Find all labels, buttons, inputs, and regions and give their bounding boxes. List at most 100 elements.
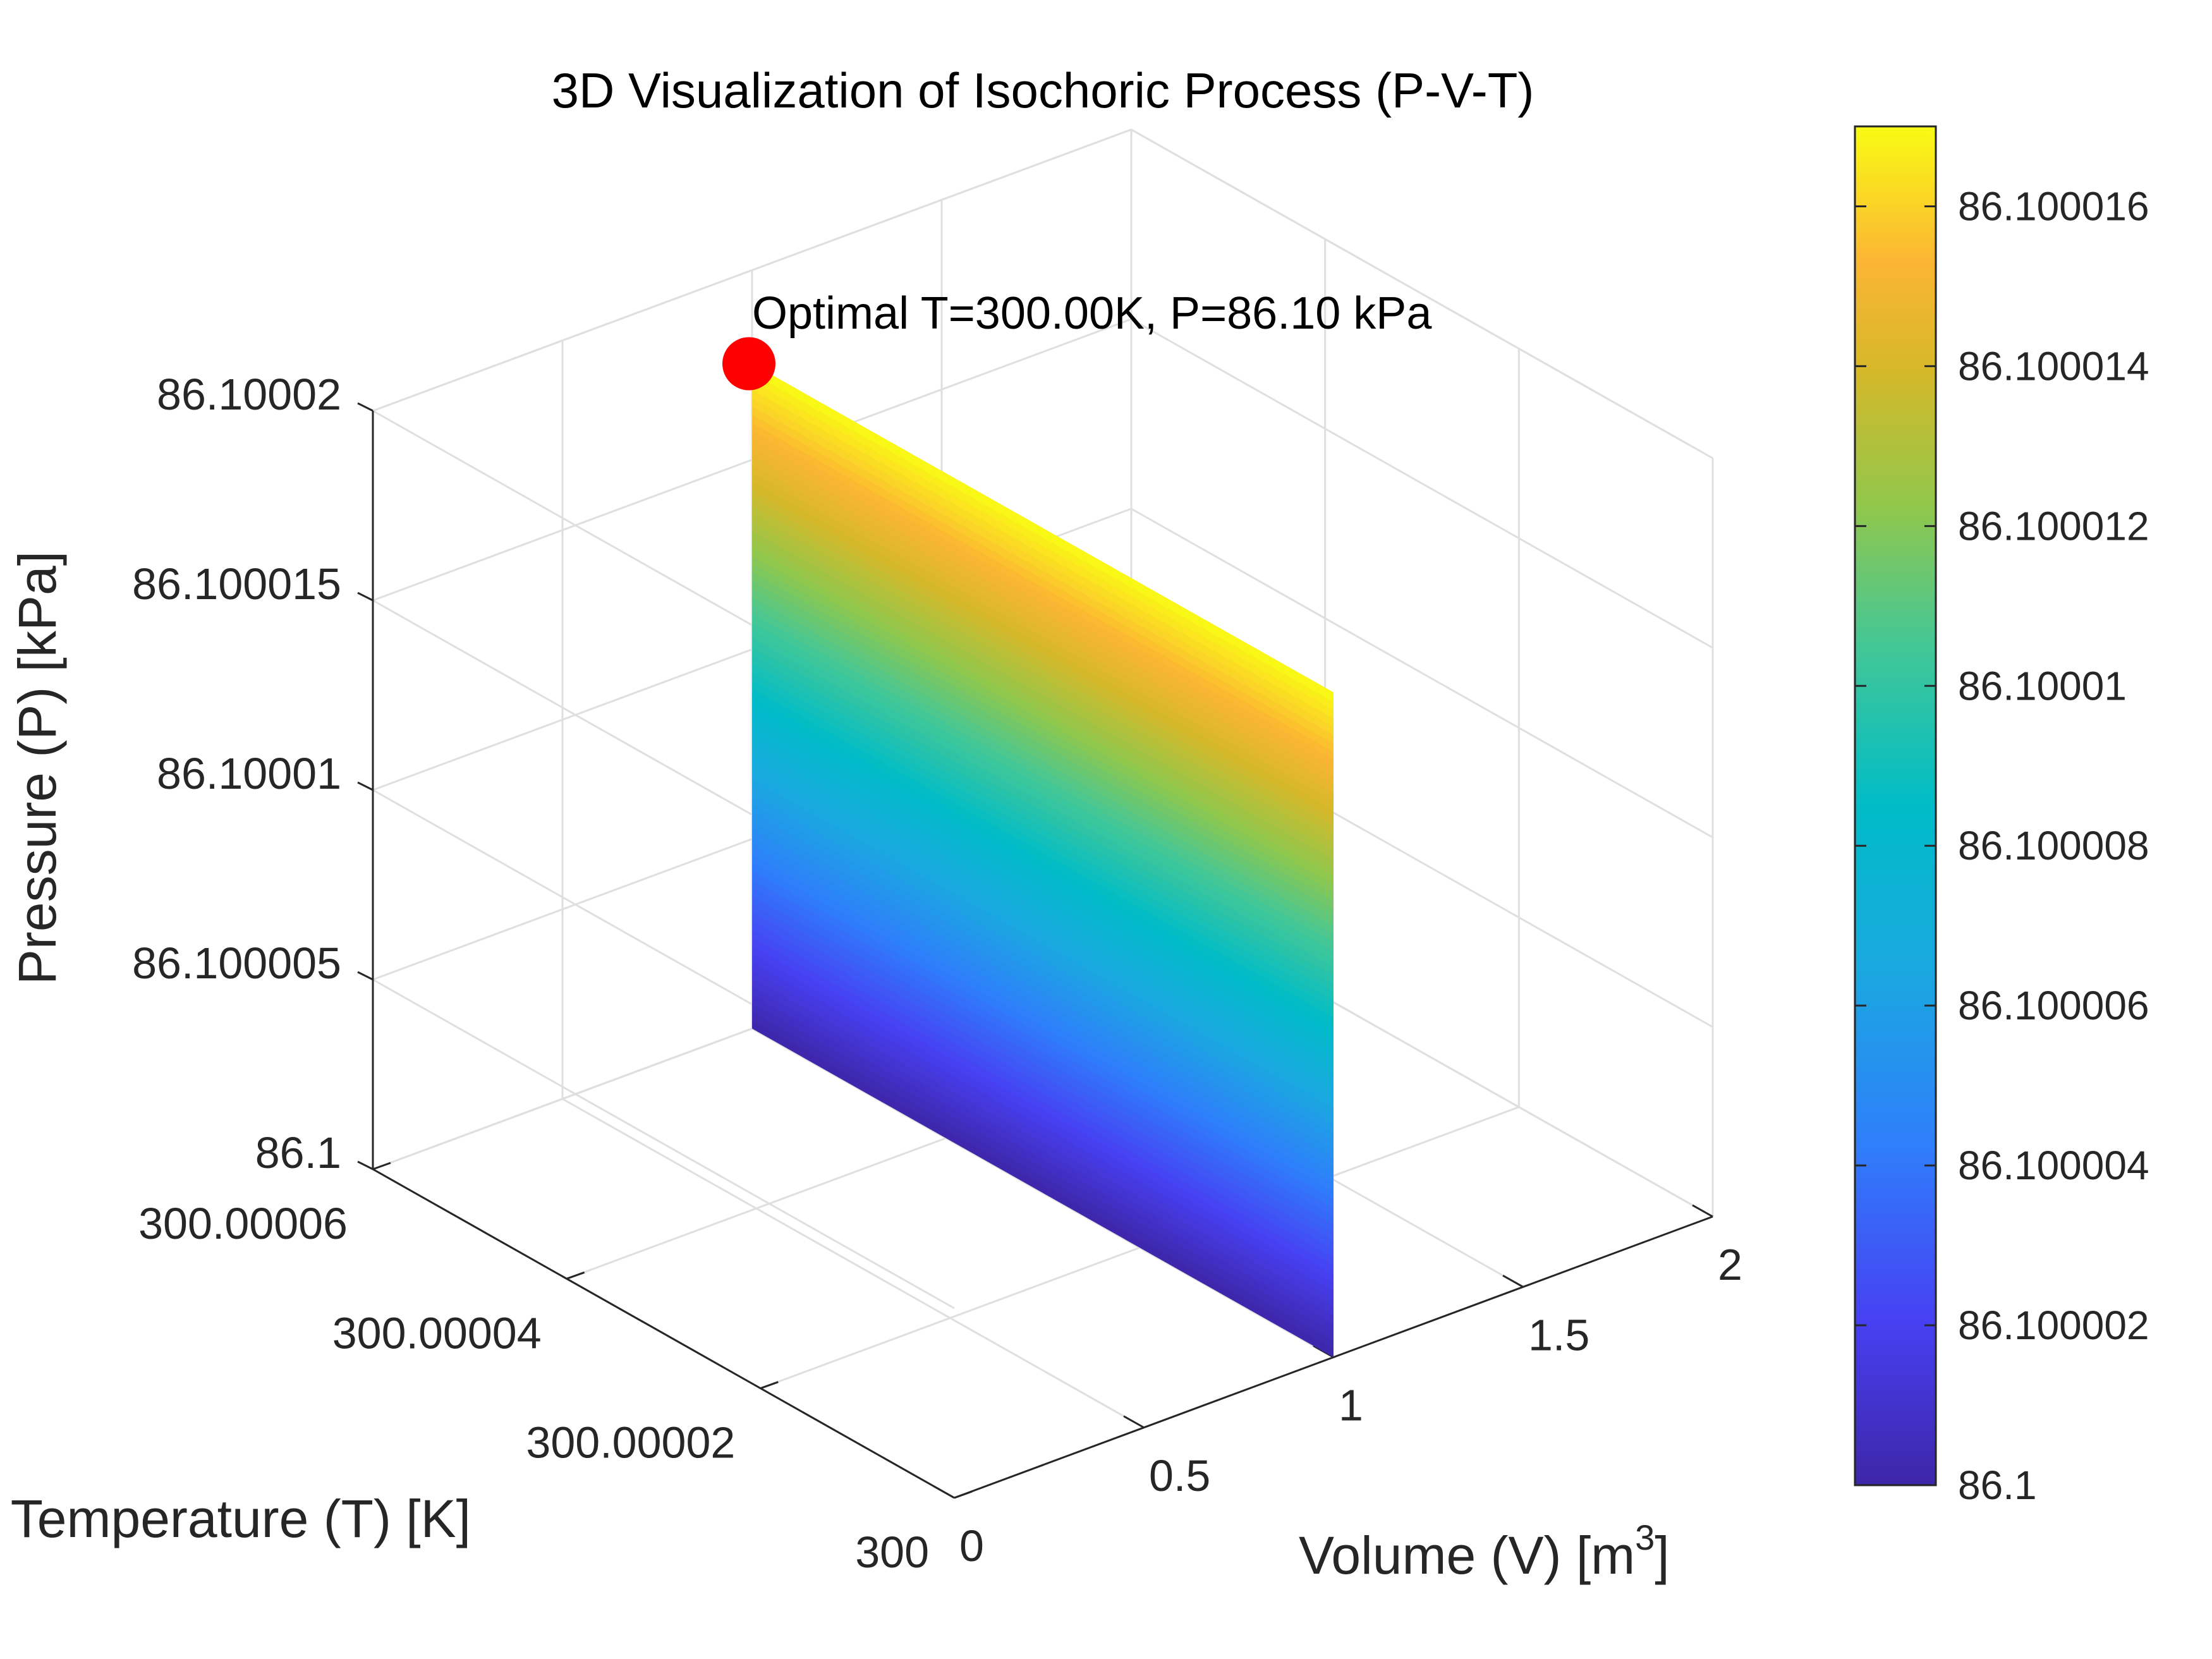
surface-strip [752, 811, 1334, 1150]
z-tick-label: 86.100005 [132, 939, 341, 988]
surface-strip [752, 878, 1334, 1217]
y-axis-label: Temperature (T) [K] [11, 1489, 471, 1548]
grid-line-z [1131, 128, 1713, 459]
x-tick-label: 2 [1718, 1240, 1742, 1289]
z-tick-mark [357, 592, 374, 602]
surface-strip [752, 430, 1334, 769]
surface-strip [752, 977, 1334, 1316]
surface-strip [752, 927, 1334, 1267]
surface-strip [752, 828, 1334, 1167]
colorbar-tick-label: 86.100006 [1958, 983, 2149, 1028]
x-tick-label: 0 [959, 1521, 984, 1571]
colorbar-ticks: 86.1 86.100002 86.100004 86.100006 86.100008… [1855, 183, 2149, 1508]
x-tick-mark [1313, 1345, 1334, 1358]
surface-strip [752, 794, 1334, 1134]
surface-strip [752, 480, 1334, 818]
surface-strip [752, 653, 1334, 992]
surface-strip [752, 687, 1334, 1026]
surface-strip [752, 720, 1334, 1059]
grid-line-z [1131, 507, 1713, 839]
surface-strip [752, 944, 1334, 1283]
y-tick-label: 300 [855, 1528, 929, 1577]
surface-strip [752, 496, 1334, 835]
x-axis-label: Volume (V) [m3] [1299, 1517, 1670, 1585]
surface-strip [752, 994, 1334, 1333]
surface-strip [752, 488, 1334, 827]
grid-line-z [1131, 318, 1713, 649]
y-tick-mark [372, 1162, 391, 1170]
surface-strip [752, 679, 1334, 1018]
z-tick-label: 86.100015 [132, 559, 341, 609]
colorbar-tick-label: 86.100012 [1958, 503, 2149, 549]
surface-strip [752, 645, 1334, 984]
z-tick-mark [357, 781, 374, 791]
surface-layer [752, 363, 1334, 1358]
colorbar: 86.1 86.100002 86.100004 86.100006 86.100008… [1854, 125, 2149, 1508]
surface-strip [752, 853, 1334, 1191]
surface-strip [752, 745, 1334, 1084]
marker-annotation: Optimal T=300.00K, P=86.10 kPa [752, 288, 1432, 339]
surface-strip [752, 671, 1334, 1009]
surface-strip [752, 703, 1334, 1042]
z-tick-mark [357, 971, 374, 981]
y-tick-label: 300.00002 [526, 1418, 735, 1468]
surface-strip [752, 1019, 1334, 1358]
surface-strip [752, 844, 1334, 1183]
chart-title: 3D Visualization of Isochoric Process (P… [552, 63, 1534, 118]
marker-layer [722, 337, 775, 391]
surface-strip [752, 902, 1334, 1241]
surface-strip [752, 870, 1334, 1208]
colorbar-tick-label: 86.100002 [1958, 1303, 2149, 1348]
z-tick-mark [357, 1160, 374, 1170]
surface-strip [752, 820, 1334, 1158]
colorbar-tick-label: 86.100004 [1958, 1143, 2149, 1188]
colorbar-tick-label: 86.10001 [1958, 663, 2127, 708]
surface-strip [752, 380, 1334, 719]
x-tick-label: 1.5 [1528, 1310, 1589, 1359]
surface-strip [752, 405, 1334, 744]
colorbar-tick-label: 86.100008 [1958, 823, 2149, 868]
surface-strip [752, 762, 1334, 1100]
z-tick-label: 86.10002 [157, 370, 341, 419]
surface-strip [752, 969, 1334, 1308]
surface-strip [752, 886, 1334, 1225]
surface-strip [752, 579, 1334, 918]
surface-strip [752, 446, 1334, 785]
surface-strip [752, 737, 1334, 1076]
x-axis-label-main: Volume (V) [m [1299, 1526, 1635, 1585]
surface-strip [752, 438, 1334, 777]
surface-strip [752, 753, 1334, 1092]
surface-strip [752, 836, 1334, 1175]
tick-labels: 0 0.5 1 1.5 2 300 300.00002 300.00004 300.00006 8… [132, 370, 1742, 1577]
surface-strip [752, 521, 1334, 860]
surface-strip [752, 538, 1334, 877]
surface-strip [752, 786, 1334, 1125]
z-tick-mark [357, 402, 374, 412]
surface-strip [752, 504, 1334, 843]
grid-line-y [760, 1106, 1519, 1390]
surface-strip [752, 471, 1334, 810]
surface-strip [752, 388, 1334, 727]
surface-strip [752, 587, 1334, 926]
y-tick-label: 300.00004 [332, 1308, 542, 1358]
surface-strip [752, 372, 1334, 710]
surface-strip [752, 712, 1334, 1050]
y-tick-label: 300.00006 [138, 1199, 348, 1248]
y-axis-line [372, 1168, 955, 1499]
surface-strip [752, 546, 1334, 885]
surface-strip [752, 595, 1334, 935]
colorbar-tick-label: 86.100016 [1958, 183, 2149, 229]
z-tick-label: 86.1 [255, 1128, 341, 1177]
y-tick-mark [954, 1490, 973, 1499]
surface-strip [752, 952, 1334, 1291]
surface-strip [752, 1002, 1334, 1341]
x-tick-mark [1692, 1204, 1713, 1218]
surface-strip [752, 422, 1334, 760]
surface-strip [752, 803, 1334, 1142]
surface-strip [752, 629, 1334, 968]
surface-strip [752, 612, 1334, 951]
surface-strip [752, 770, 1334, 1109]
surface-strip [752, 454, 1334, 793]
